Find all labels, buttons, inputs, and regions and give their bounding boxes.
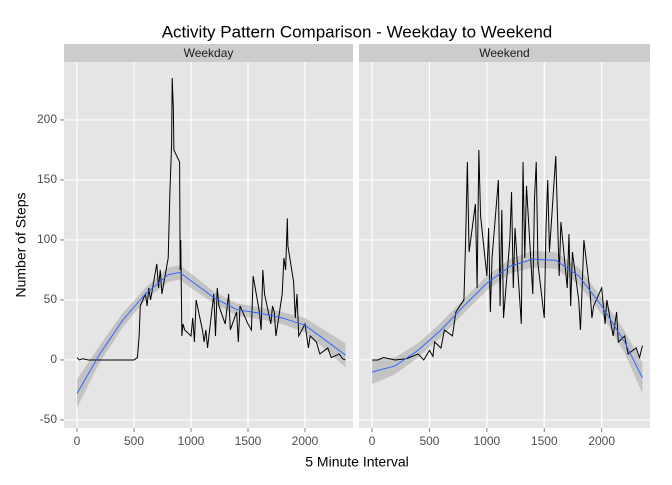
x-tick-label: 500 (124, 434, 144, 448)
x-tick-label: 2000 (292, 434, 319, 448)
x-tick-label: 1500 (235, 434, 262, 448)
y-axis-label: Number of Steps (13, 192, 29, 297)
facet-label: Weekday (184, 46, 234, 60)
x-tick-label: 1000 (178, 434, 205, 448)
panel-background (359, 62, 650, 428)
y-tick-label: 0 (50, 352, 57, 366)
y-tick-label: -50 (40, 412, 58, 426)
facet-label: Weekend (479, 46, 529, 60)
x-tick-label: 1000 (474, 434, 501, 448)
facet-strip (359, 44, 650, 62)
data-line (76, 77, 346, 361)
x-tick-label: 2000 (588, 434, 615, 448)
x-tick-label: 0 (369, 434, 376, 448)
y-tick-label: 150 (37, 172, 57, 186)
data-line (372, 149, 643, 361)
y-tick-label: 100 (37, 232, 57, 246)
x-tick-label: 1500 (531, 434, 558, 448)
confidence-band (76, 265, 346, 408)
smooth-line (76, 271, 346, 394)
smooth-line (371, 258, 643, 379)
facet-strip (64, 44, 353, 62)
x-axis-label: 5 Minute Interval (305, 454, 409, 470)
x-tick-label: 500 (419, 434, 439, 448)
y-tick-label: 200 (37, 112, 57, 126)
y-tick-label: 50 (44, 292, 58, 306)
panel-background (64, 62, 353, 428)
x-tick-label: 0 (74, 434, 81, 448)
chart-title: Activity Pattern Comparison - Weekday to… (162, 22, 553, 41)
